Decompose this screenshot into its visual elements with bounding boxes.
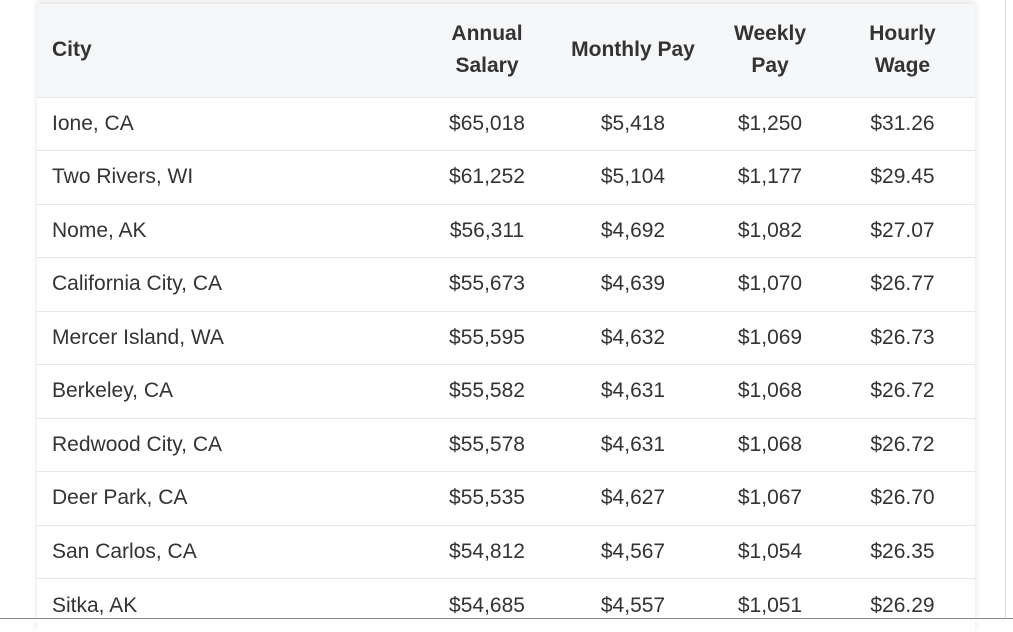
value-cell: $26.29 xyxy=(830,579,975,632)
value-cell: $1,082 xyxy=(710,204,830,258)
value-cell: $27.07 xyxy=(830,204,975,258)
value-cell: $4,639 xyxy=(556,258,710,312)
value-cell: $55,582 xyxy=(418,365,556,419)
table-row: Mercer Island, WA$55,595$4,632$1,069$26.… xyxy=(37,311,975,365)
value-cell: $26.72 xyxy=(830,418,975,472)
value-cell: $1,177 xyxy=(710,151,830,205)
value-cell: $31.26 xyxy=(830,97,975,151)
column-header[interactable]: Annual Salary xyxy=(418,4,556,97)
value-cell: $1,067 xyxy=(710,472,830,526)
column-header[interactable]: City xyxy=(37,4,418,97)
value-cell: $54,812 xyxy=(418,525,556,579)
value-cell: $1,250 xyxy=(710,97,830,151)
table-row: Berkeley, CA$55,582$4,631$1,068$26.72 xyxy=(37,365,975,419)
value-cell: $5,104 xyxy=(556,151,710,205)
value-cell: $1,068 xyxy=(710,418,830,472)
value-cell: $55,578 xyxy=(418,418,556,472)
table-row: Sitka, AK$54,685$4,557$1,051$26.29 xyxy=(37,579,975,632)
table-row: Deer Park, CA$55,535$4,627$1,067$26.70 xyxy=(37,472,975,526)
scrollbar-edge xyxy=(1005,0,1006,621)
city-cell: Ione, CA xyxy=(37,97,418,151)
table-row: California City, CA$55,673$4,639$1,070$2… xyxy=(37,258,975,312)
column-header[interactable]: Hourly Wage xyxy=(830,4,975,97)
value-cell: $1,070 xyxy=(710,258,830,312)
value-cell: $61,252 xyxy=(418,151,556,205)
value-cell: $65,018 xyxy=(418,97,556,151)
value-cell: $4,632 xyxy=(556,311,710,365)
city-cell: Deer Park, CA xyxy=(37,472,418,526)
table-row: Redwood City, CA$55,578$4,631$1,068$26.7… xyxy=(37,418,975,472)
value-cell: $5,418 xyxy=(556,97,710,151)
value-cell: $4,631 xyxy=(556,365,710,419)
bottom-edge xyxy=(0,618,1013,622)
value-cell: $26.35 xyxy=(830,525,975,579)
table-row: Ione, CA$65,018$5,418$1,250$31.26 xyxy=(37,97,975,151)
value-cell: $1,054 xyxy=(710,525,830,579)
city-cell: Berkeley, CA xyxy=(37,365,418,419)
value-cell: $1,069 xyxy=(710,311,830,365)
city-cell: Sitka, AK xyxy=(37,579,418,632)
value-cell: $56,311 xyxy=(418,204,556,258)
value-cell: $4,631 xyxy=(556,418,710,472)
value-cell: $4,567 xyxy=(556,525,710,579)
table-row: San Carlos, CA$54,812$4,567$1,054$26.35 xyxy=(37,525,975,579)
column-header[interactable]: Weekly Pay xyxy=(710,4,830,97)
value-cell: $26.73 xyxy=(830,311,975,365)
city-cell: San Carlos, CA xyxy=(37,525,418,579)
table-row: Two Rivers, WI$61,252$5,104$1,177$29.45 xyxy=(37,151,975,205)
value-cell: $26.77 xyxy=(830,258,975,312)
value-cell: $1,068 xyxy=(710,365,830,419)
value-cell: $55,673 xyxy=(418,258,556,312)
city-cell: Two Rivers, WI xyxy=(37,151,418,205)
value-cell: $4,692 xyxy=(556,204,710,258)
city-cell: California City, CA xyxy=(37,258,418,312)
column-header[interactable]: Monthly Pay xyxy=(556,4,710,97)
value-cell: $54,685 xyxy=(418,579,556,632)
value-cell: $55,595 xyxy=(418,311,556,365)
city-cell: Nome, AK xyxy=(37,204,418,258)
city-cell: Mercer Island, WA xyxy=(37,311,418,365)
table-row: Nome, AK$56,311$4,692$1,082$27.07 xyxy=(37,204,975,258)
value-cell: $4,557 xyxy=(556,579,710,632)
value-cell: $1,051 xyxy=(710,579,830,632)
value-cell: $55,535 xyxy=(418,472,556,526)
value-cell: $29.45 xyxy=(830,151,975,205)
city-cell: Redwood City, CA xyxy=(37,418,418,472)
value-cell: $26.70 xyxy=(830,472,975,526)
value-cell: $26.72 xyxy=(830,365,975,419)
value-cell: $4,627 xyxy=(556,472,710,526)
